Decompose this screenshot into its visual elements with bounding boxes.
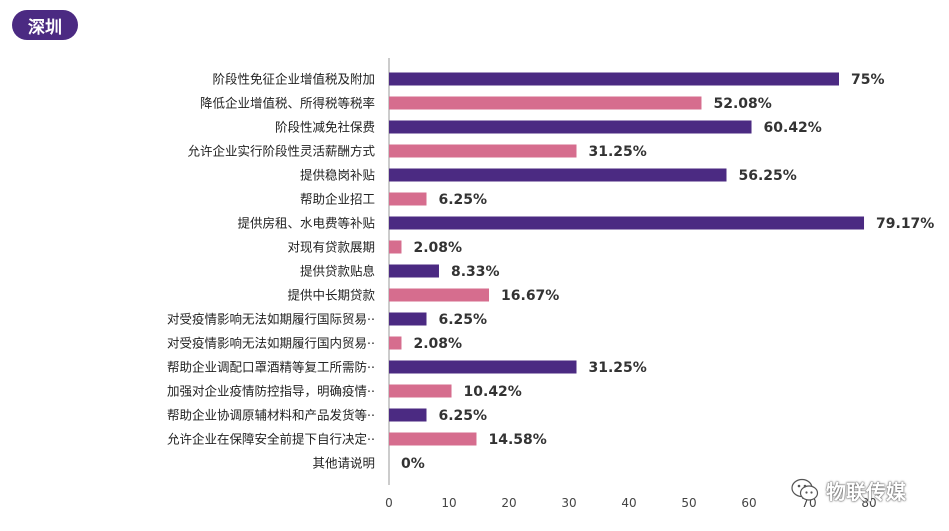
watermark-text: 物联传媒 — [826, 479, 906, 504]
bar — [389, 264, 439, 278]
category-label: 提供房租、水电费等补贴 — [237, 216, 375, 231]
bar — [389, 216, 865, 230]
x-tick-label: 0 — [385, 496, 393, 510]
x-tick-label: 60 — [741, 496, 756, 510]
x-tick-label: 20 — [501, 496, 516, 510]
category-label: 阶段性免征企业增值税及附加 — [212, 72, 375, 87]
wechat-icon — [791, 478, 819, 501]
value-label: 8.33% — [451, 264, 500, 280]
bar — [389, 192, 427, 206]
category-label: 允许企业在保障安全前提下自行决定·· — [167, 432, 375, 447]
category-label: 帮助企业调配口罩酒精等复工所需防·· — [167, 360, 375, 375]
bar — [389, 120, 752, 134]
value-label: 6.25% — [439, 192, 488, 208]
value-label: 0% — [401, 456, 425, 472]
bar — [389, 240, 402, 254]
category-label: 提供贷款贴息 — [300, 264, 375, 279]
bar — [389, 408, 427, 422]
bar — [389, 384, 452, 398]
bar — [389, 288, 490, 302]
value-label: 14.58% — [488, 432, 546, 448]
category-label: 帮助企业协调原辅材料和产品发货等·· — [167, 408, 375, 423]
value-label: 2.08% — [413, 336, 462, 352]
value-label: 6.25% — [439, 408, 488, 424]
bar — [389, 168, 727, 182]
category-label: 提供中长期贷款 — [287, 288, 375, 303]
value-label: 31.25% — [589, 360, 647, 376]
value-label: 31.25% — [589, 144, 647, 160]
category-label: 阶段性减免社保费 — [275, 120, 375, 135]
category-label: 加强对企业疫情防控指导，明确疫情·· — [167, 384, 375, 399]
bar — [389, 360, 577, 374]
category-label: 降低企业增值税、所得税等税率 — [200, 96, 375, 111]
value-label: 52.08% — [713, 96, 771, 112]
bar — [389, 144, 577, 158]
category-label: 对受疫情影响无法如期履行国内贸易·· — [167, 336, 375, 351]
value-label: 75% — [851, 72, 885, 88]
value-label: 10.42% — [464, 384, 522, 400]
category-label: 其他请说明 — [312, 456, 375, 471]
x-tick-label: 30 — [561, 496, 576, 510]
bar — [389, 432, 477, 446]
bar — [389, 72, 839, 86]
bar — [389, 336, 402, 350]
x-tick-label: 40 — [621, 496, 636, 510]
bar — [389, 96, 702, 110]
city-badge: 深圳 — [12, 10, 78, 40]
category-label: 对受疫情影响无法如期履行国际贸易·· — [167, 312, 375, 327]
category-label: 提供稳岗补贴 — [300, 168, 375, 183]
value-label: 16.67% — [501, 288, 559, 304]
x-tick-label: 50 — [681, 496, 696, 510]
value-label: 2.08% — [413, 240, 462, 256]
category-label: 允许企业实行阶段性灵活薪酬方式 — [187, 144, 375, 159]
x-tick-label: 80 — [861, 496, 876, 510]
city-badge-label: 深圳 — [28, 17, 62, 38]
watermark: 物联传媒 — [790, 474, 940, 506]
value-label: 6.25% — [439, 312, 488, 328]
bar — [389, 312, 427, 326]
value-label: 56.25% — [739, 168, 797, 184]
value-label: 60.42% — [764, 120, 822, 136]
category-label: 对现有贷款展期 — [287, 240, 375, 255]
value-label: 79.17% — [876, 216, 934, 232]
x-tick-label: 10 — [441, 496, 456, 510]
category-label: 帮助企业招工 — [300, 192, 375, 207]
